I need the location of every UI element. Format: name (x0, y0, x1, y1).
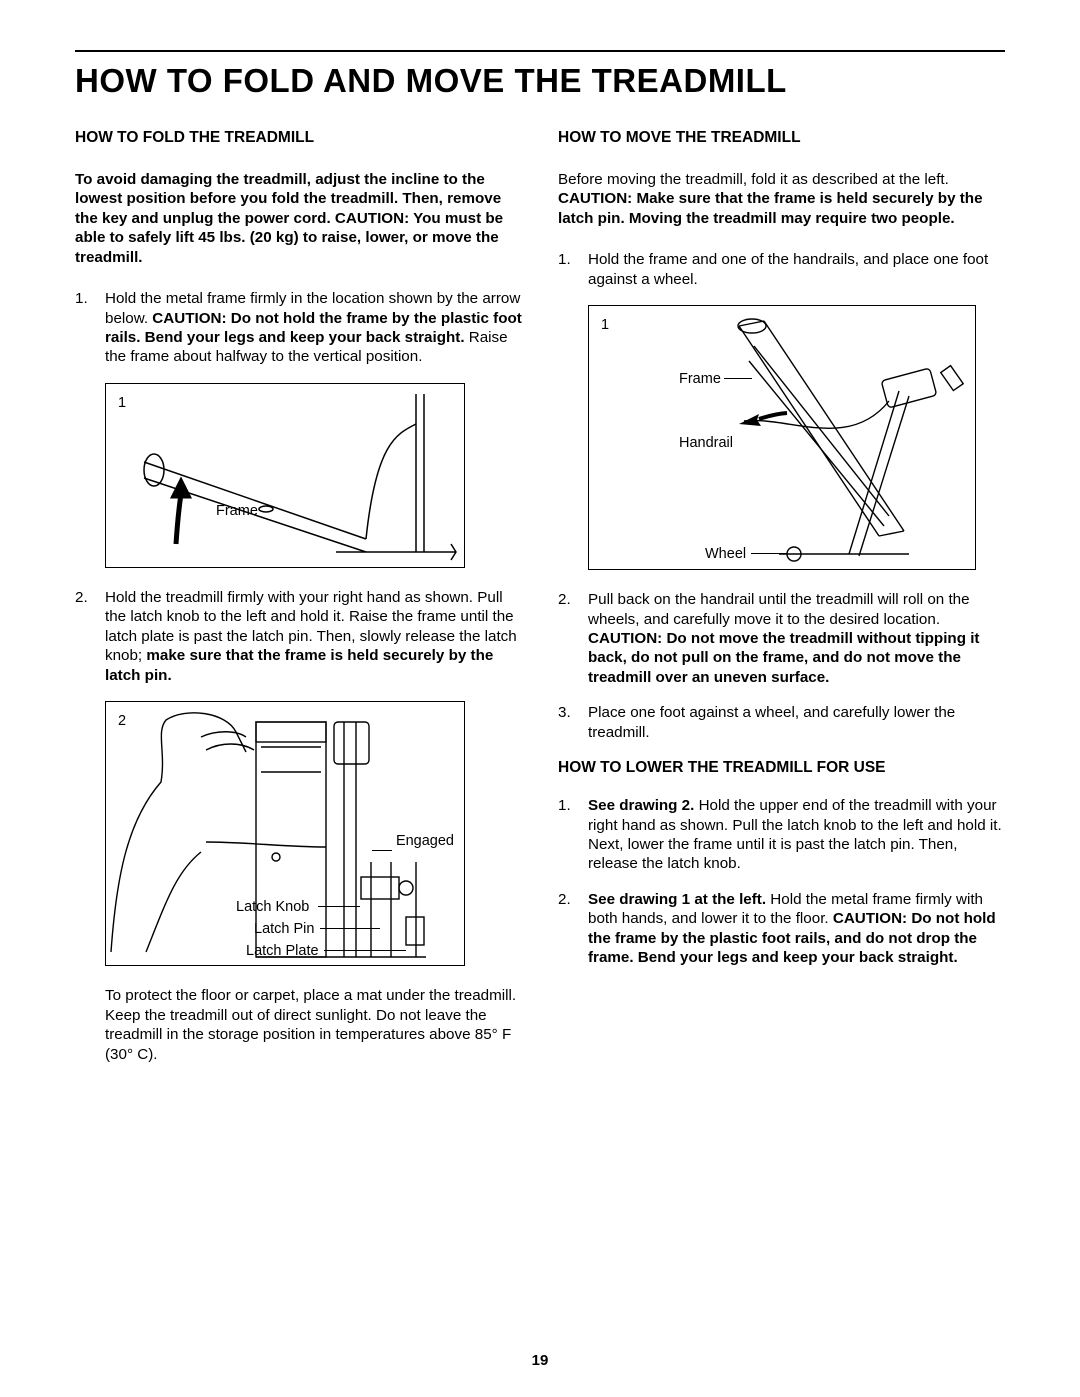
figure-1-frame-label: Frame (216, 502, 258, 521)
figure-2-plate-label: Latch Plate (246, 942, 319, 961)
lower-step-2: 2. See drawing 1 at the left. Hold the m… (558, 890, 1005, 968)
fold-intro: To avoid damaging the treadmill, adjust … (75, 170, 522, 267)
treadmill-fold-diagram-icon (106, 384, 466, 569)
move-step-1: 1. Hold the frame and one of the handrai… (558, 250, 1005, 289)
figure-2-knob-label: Latch Knob (236, 898, 309, 917)
figure-move-handrail-label: Handrail (679, 434, 733, 453)
move-step-2: 2. Pull back on the handrail until the t… (558, 590, 1005, 687)
figure-2: 2 (105, 701, 465, 966)
figure-move: 1 (588, 305, 976, 570)
treadmill-move-diagram-icon (589, 306, 977, 571)
figure-1: 1 (105, 383, 465, 568)
lower-heading: HOW TO LOWER THE TREADMILL FOR USE (558, 758, 1005, 778)
figure-move-frame-label: Frame (679, 370, 721, 389)
fold-step-2: 2. Hold the treadmill firmly with your r… (75, 588, 522, 685)
lower-step-1: 1. See drawing 2. Hold the upper end of … (558, 796, 1005, 874)
move-intro: Before moving the treadmill, fold it as … (558, 170, 1005, 228)
move-heading: HOW TO MOVE THE TREADMILL (558, 128, 1005, 148)
move-step-3: 3. Place one foot against a wheel, and c… (558, 703, 1005, 742)
fold-heading: HOW TO FOLD THE TREADMILL (75, 128, 522, 148)
fold-step-1: 1. Hold the metal frame firmly in the lo… (75, 289, 522, 367)
page-title: HOW TO FOLD AND MOVE THE TREADMILL (75, 62, 1005, 100)
right-column: HOW TO MOVE THE TREADMILL Before moving … (558, 128, 1005, 1064)
left-column: HOW TO FOLD THE TREADMILL To avoid damag… (75, 128, 522, 1064)
figure-2-pin-label: Latch Pin (254, 920, 314, 939)
storage-note: To protect the floor or carpet, place a … (75, 986, 522, 1064)
page-number: 19 (0, 1352, 1080, 1369)
figure-move-wheel-label: Wheel (705, 545, 746, 564)
figure-2-engaged-label: Engaged (396, 832, 454, 851)
